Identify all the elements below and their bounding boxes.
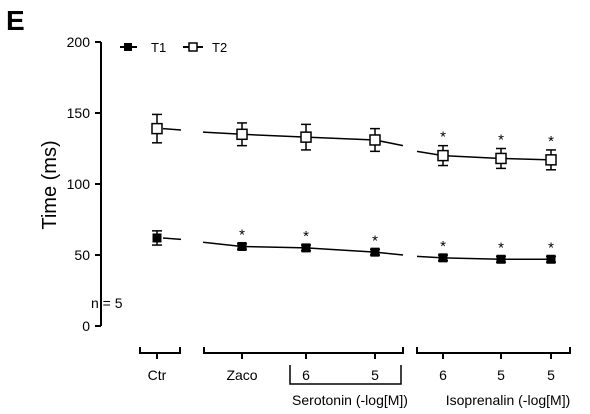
series-line xyxy=(305,136,376,141)
data-point xyxy=(545,154,557,166)
x-tick-label: 6 xyxy=(302,367,310,383)
significance-star: * xyxy=(498,239,504,256)
x-tick-label: 5 xyxy=(547,367,555,383)
y-tick-label: 0 xyxy=(82,318,90,334)
x-tick-label: Zaco xyxy=(226,367,257,383)
series-line xyxy=(241,133,307,138)
series-line xyxy=(162,237,182,241)
series-line xyxy=(374,251,404,256)
series-t2: * * * xyxy=(151,113,557,171)
data-point xyxy=(301,243,311,253)
data-point xyxy=(438,253,448,263)
series-line xyxy=(442,257,502,261)
significance-star: * xyxy=(303,228,309,245)
data-point xyxy=(495,152,507,165)
significance-star: * xyxy=(239,227,245,244)
legend-t2-marker xyxy=(188,42,198,52)
data-point xyxy=(151,122,163,135)
group-label-serotonin: Serotonin (-log[M]) xyxy=(292,392,408,408)
significance-star: * xyxy=(548,133,554,150)
sample-size-annotation: n = 5 xyxy=(91,295,123,311)
data-point xyxy=(152,233,162,243)
data-point xyxy=(546,254,556,264)
significance-star: * xyxy=(440,238,446,255)
series-line xyxy=(241,245,307,249)
series-line xyxy=(202,131,243,136)
serotonin-bracket xyxy=(289,365,402,385)
significance-star: * xyxy=(548,239,554,256)
y-tick-label: 100 xyxy=(67,176,91,192)
data-point xyxy=(437,149,449,162)
x-tick-label: 5 xyxy=(371,367,379,383)
significance-star: * xyxy=(372,232,378,249)
plot-area: * * * * * * * * * xyxy=(151,113,557,264)
x-tick-label: 6 xyxy=(439,367,447,383)
data-point xyxy=(300,131,312,143)
x-tick-label: Ctr xyxy=(148,367,167,383)
series-line xyxy=(202,241,243,248)
significance-star: * xyxy=(440,129,446,146)
group-label-isoprenalin: Isoprenalin (-log[M]) xyxy=(446,392,571,408)
series-line xyxy=(162,127,182,131)
data-point xyxy=(369,134,381,146)
x-axis: Ctr Zaco 6 5 6 5 5 Serotonin (-log[M]) Isoprenal… xyxy=(139,347,571,408)
y-tick-label: 50 xyxy=(74,247,90,263)
significance-star: * xyxy=(498,132,504,149)
legend-t2-label: T2 xyxy=(212,40,227,55)
x-tick-label: 5 xyxy=(497,367,505,383)
data-point xyxy=(370,247,380,257)
y-axis: 0 50 100 150 200 xyxy=(67,34,102,334)
y-tick-label: 150 xyxy=(67,105,91,121)
series-line xyxy=(500,157,552,161)
series-line xyxy=(305,247,376,253)
data-point xyxy=(237,241,247,251)
y-tick-label: 200 xyxy=(67,34,91,50)
series-t1: * * * * * * xyxy=(152,227,556,264)
y-axis-label: Time (ms) xyxy=(39,140,61,229)
series-line xyxy=(442,154,502,160)
legend: T1 T2 xyxy=(120,40,227,55)
data-point xyxy=(496,254,506,264)
legend-t1-label: T1 xyxy=(151,40,166,55)
legend-t1-marker xyxy=(124,43,132,51)
data-point xyxy=(236,128,248,141)
panel-label: E xyxy=(6,5,25,36)
